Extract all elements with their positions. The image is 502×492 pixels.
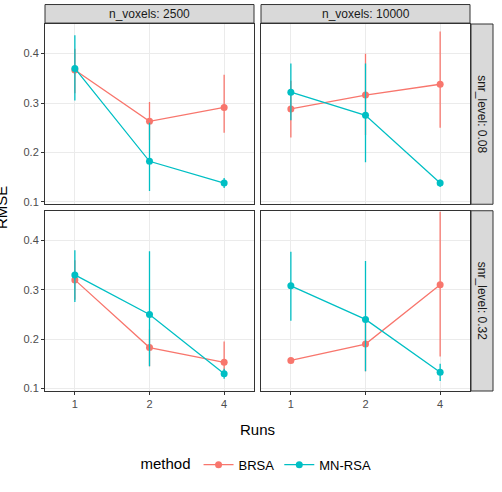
svg-text:4: 4 [221, 398, 227, 410]
svg-text:snr_level: 0.08: snr_level: 0.08 [475, 75, 489, 153]
svg-text:n_voxels: 2500: n_voxels: 2500 [109, 7, 190, 21]
svg-text:0.2: 0.2 [24, 333, 39, 345]
svg-text:1: 1 [288, 398, 294, 410]
svg-text:method: method [141, 455, 191, 472]
svg-text:1: 1 [72, 398, 78, 410]
svg-text:BRSA: BRSA [239, 458, 275, 473]
svg-text:0.3: 0.3 [24, 284, 39, 296]
svg-text:0.2: 0.2 [24, 146, 39, 158]
svg-text:n_voxels: 10000: n_voxels: 10000 [322, 7, 410, 21]
svg-text:2: 2 [362, 398, 368, 410]
svg-text:Runs: Runs [240, 421, 275, 438]
svg-text:0.1: 0.1 [24, 382, 39, 394]
svg-text:0.1: 0.1 [24, 196, 39, 208]
svg-text:0.3: 0.3 [24, 97, 39, 109]
svg-text:0.4: 0.4 [24, 234, 39, 246]
svg-text:2: 2 [146, 398, 152, 410]
svg-text:0.4: 0.4 [24, 47, 39, 59]
svg-text:RMSE: RMSE [0, 186, 10, 229]
svg-text:MN-RSA: MN-RSA [319, 458, 371, 473]
svg-text:4: 4 [437, 398, 443, 410]
svg-text:snr_level: 0.32: snr_level: 0.32 [475, 262, 489, 340]
